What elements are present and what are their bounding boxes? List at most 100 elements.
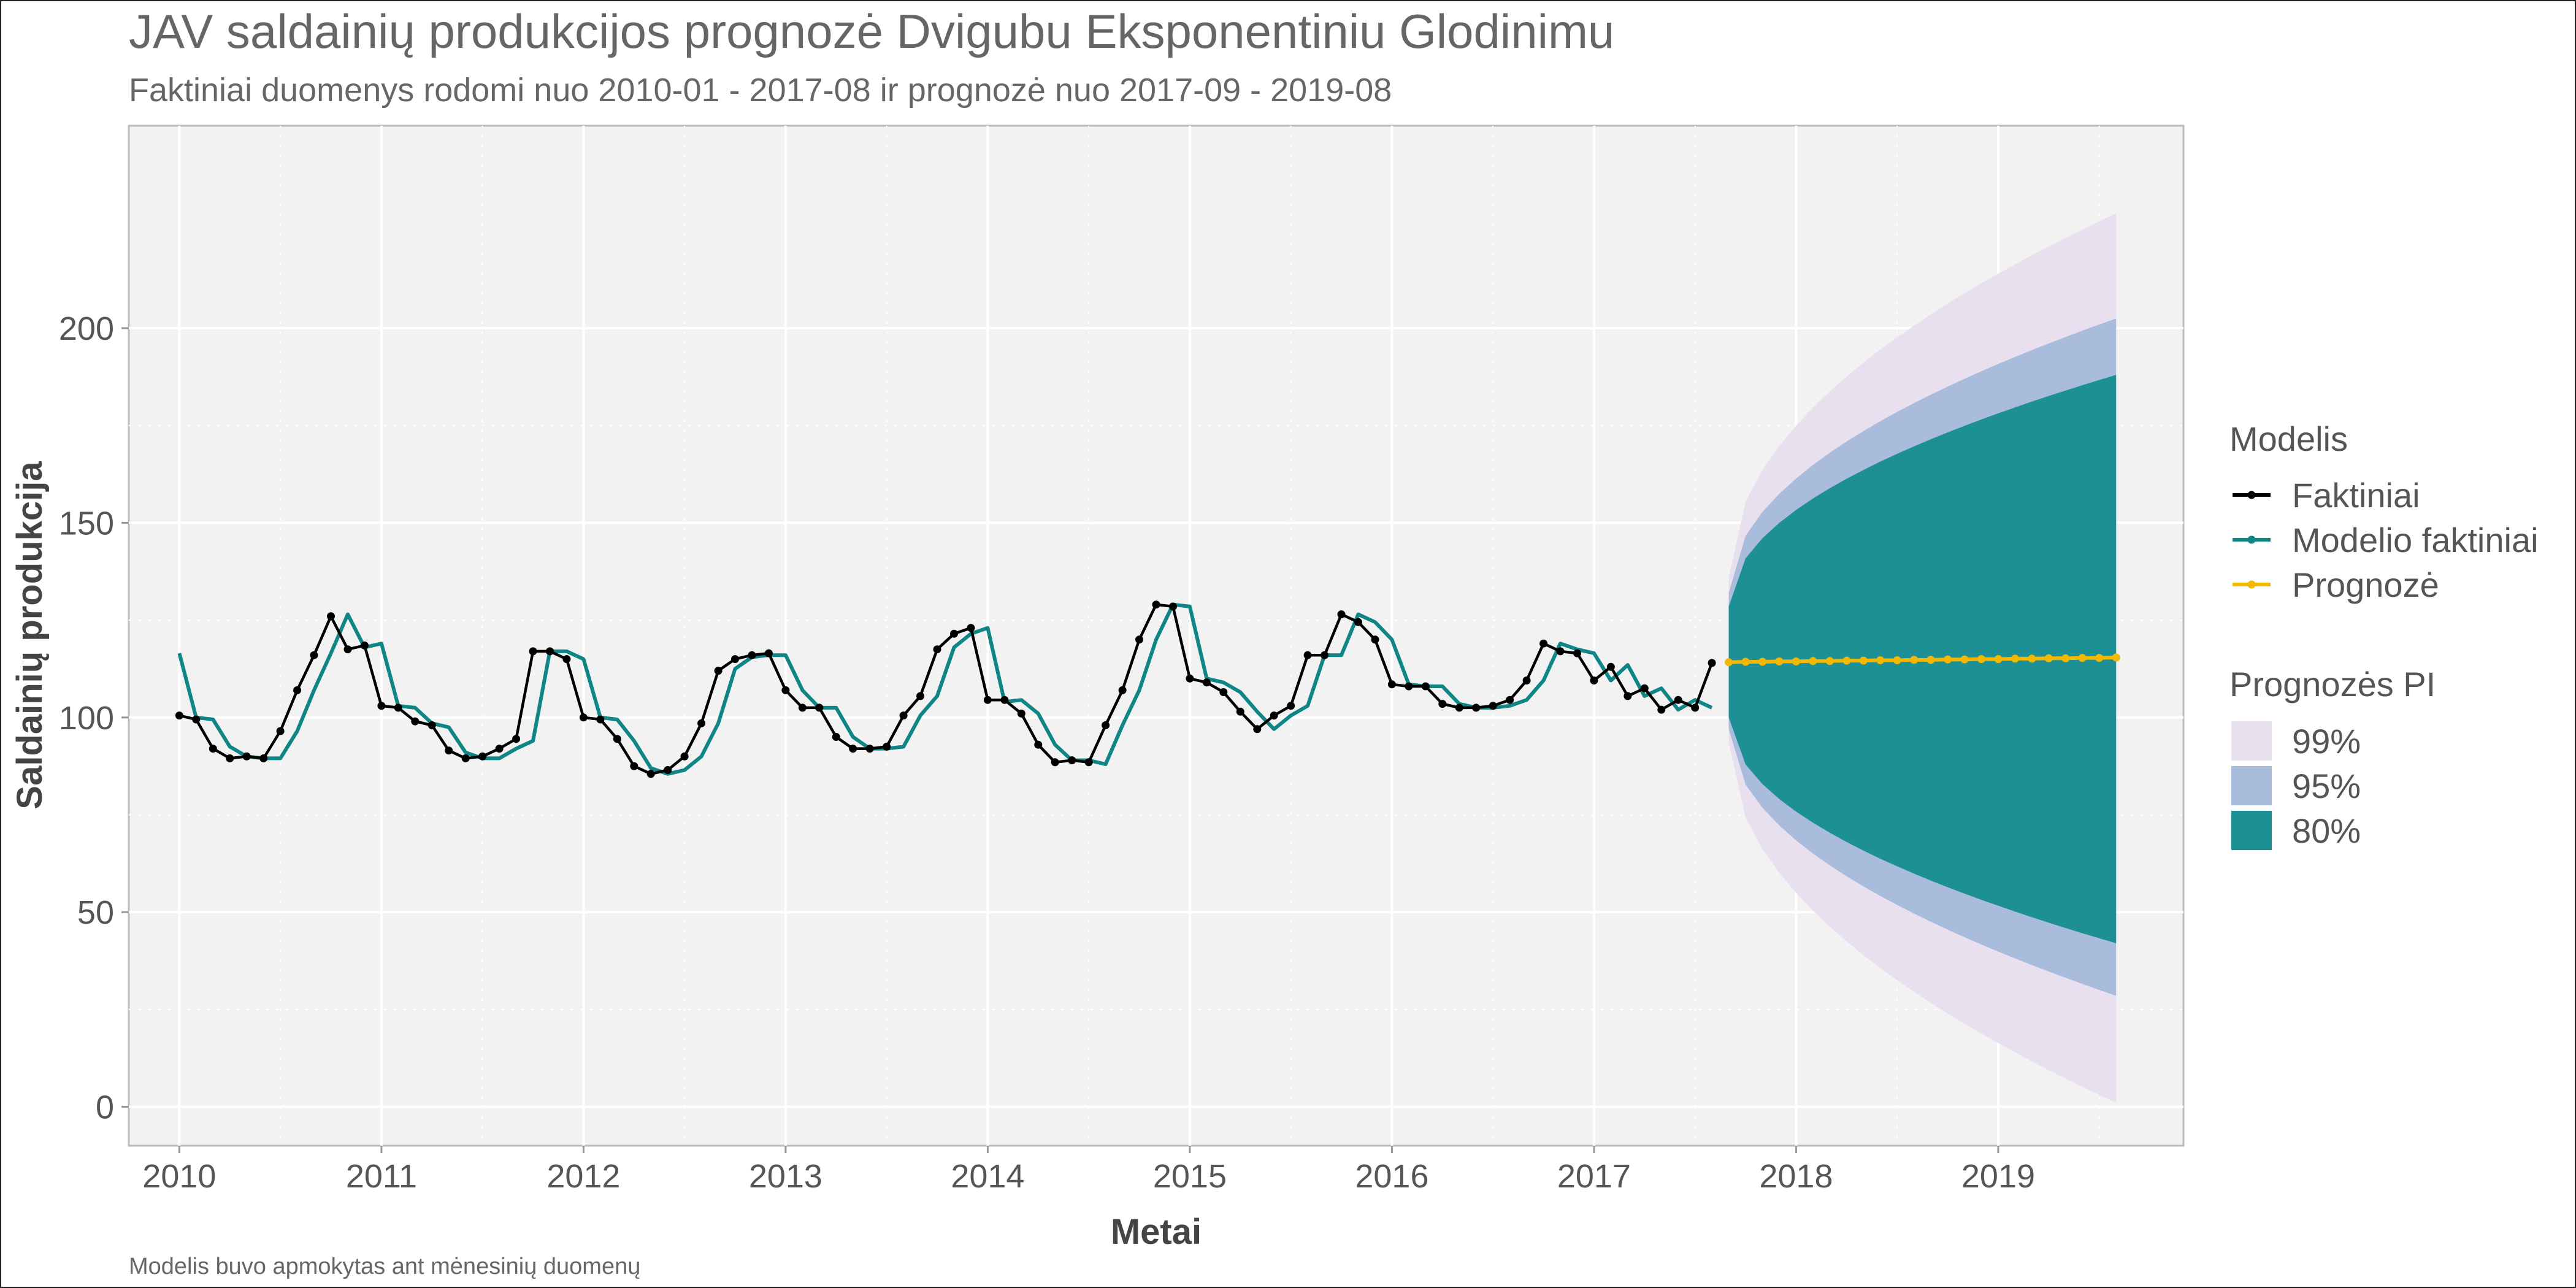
forecast-point [1775,657,1784,665]
actual-point [883,742,891,751]
actual-point [175,711,183,720]
x-tick-label: 2011 [346,1158,417,1195]
y-tick-label: 100 [59,700,114,737]
forecast-point [1842,656,1851,665]
actual-point [1068,756,1076,765]
legend-swatch [2231,721,2272,761]
actual-point [546,647,554,656]
forecast-point [1893,656,1901,664]
forecast-point [1725,658,1733,667]
actual-point [664,766,672,774]
chart-caption: Modelis buvo apmokytas ant mėnesinių duo… [129,1254,640,1279]
forecast-point [2061,654,2070,662]
axis-ticks: 0 50 100 150 200 2010 2011 2012 2013 2014 2015 2016… [59,310,2035,1195]
actual-point [1051,758,1059,767]
actual-point [461,754,470,762]
legend-point-key [2247,580,2256,589]
forecast-point [1994,655,2003,664]
legend-item-modelio-faktiniai: Modelio faktiniai [2233,521,2539,559]
actual-point [276,727,285,735]
actual-point [1118,686,1127,694]
actual-point [798,703,807,712]
actual-point [680,752,689,761]
actual-point [579,713,588,722]
actual-point [1084,758,1093,767]
actual-point [1657,705,1666,714]
actual-point [1186,674,1194,683]
actual-point [529,647,537,656]
actual-point [1219,688,1228,696]
actual-point [427,721,436,729]
forecast-point [1910,656,1919,664]
actual-point [293,686,302,694]
legend-item-label: Prognozė [2292,565,2439,604]
series-points [175,600,2120,778]
chart-title: JAV saldainių produkcijos prognozė Dvigu… [129,4,1614,58]
actual-point [1708,659,1716,667]
actual-point [1387,680,1396,689]
actual-point [394,703,402,712]
actual-point [1253,725,1262,734]
actual-point [613,735,621,743]
actual-point [899,711,908,720]
legend: Modelis Faktiniai Modelio faktiniai Progno… [2229,420,2539,850]
actual-point [1590,677,1598,684]
legend-pi-items: 99% 95% 80% [2231,721,2361,850]
forecast-point [1926,656,1935,664]
actual-point [445,746,453,755]
legend-item-label: 99% [2292,722,2361,761]
legend-item-pi-95: 95% [2231,766,2361,805]
actual-point [1522,677,1531,684]
actual-point [646,770,655,778]
forecast-point [1825,657,1834,665]
actual-point [1152,600,1160,609]
legend-item-label: 80% [2292,811,2361,850]
actual-point [1623,692,1632,700]
actual-point [1405,682,1413,691]
actual-point [242,752,251,761]
actual-point [1506,696,1514,704]
actual-point [714,667,723,675]
forecast-point [1792,657,1800,665]
actual-point [1674,696,1682,704]
actual-point [343,645,352,654]
actual-point [832,733,840,741]
actual-point [1472,703,1481,712]
legend-swatch [2231,811,2272,850]
actual-point [495,745,504,753]
forecast-point [1859,656,1868,665]
y-tick-label: 200 [59,310,114,347]
actual-point [697,719,706,727]
actual-point [327,612,335,621]
actual-point [967,624,975,632]
legend-model-items: Faktiniai Modelio faktiniai Prognozė [2233,476,2539,604]
legend-item-faktiniai: Faktiniai [2233,476,2420,515]
legend-item-prognozė: Prognozė [2233,565,2439,604]
actual-point [310,651,318,659]
legend-point-key [2247,491,2256,499]
actual-point [1640,684,1649,692]
actual-point [377,702,386,710]
legend-title-model: Modelis [2229,420,2348,458]
actual-point [1691,703,1700,712]
actual-point [630,762,638,770]
actual-point [1371,635,1379,644]
actual-point [1236,707,1244,716]
actual-point [226,754,234,762]
actual-point [562,655,571,664]
actual-point [1539,639,1548,648]
legend-item-label: Modelio faktiniai [2292,521,2539,559]
forecast-point [1741,657,1750,666]
legend-swatch [2231,766,2272,805]
x-tick-label: 2013 [749,1158,822,1195]
actual-point [1489,702,1497,710]
actual-point [748,651,756,659]
actual-point [1321,651,1329,659]
x-tick-label: 2010 [142,1158,216,1195]
actual-point [950,629,958,638]
actual-point [1287,702,1295,710]
forecast-point [1876,656,1885,664]
actual-point [815,703,824,712]
forecast-point [1944,655,1952,664]
